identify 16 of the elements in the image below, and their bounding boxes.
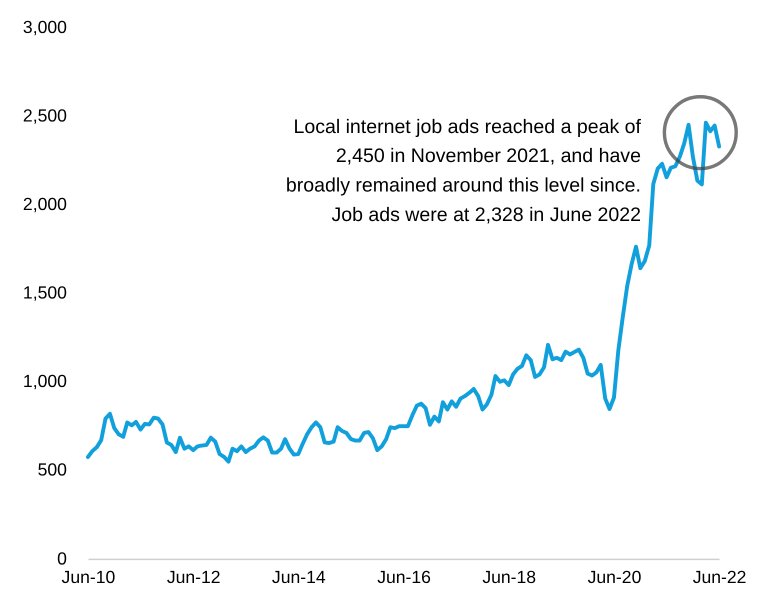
x-tick-label: Jun-16 <box>377 566 431 587</box>
x-tick-label: Jun-10 <box>62 566 116 587</box>
y-tick-label: 500 <box>38 460 68 480</box>
y-tick-label: 1,500 <box>22 282 68 303</box>
y-tick-label: 3,000 <box>22 16 68 37</box>
annotation: Local internet job ads reached a peak of 2,450 in November 2021, and have broadly remained around this level since. Job ads were at 2,328 in June 2022 <box>286 116 642 226</box>
x-tick-label: Jun-12 <box>166 566 221 587</box>
y-tick-label: 0 <box>57 548 68 568</box>
line-series <box>86 120 722 464</box>
x-tick-label: Jun-18 <box>482 566 536 587</box>
x-tick-label: Jun-20 <box>588 566 642 587</box>
y-tick-label: 2,500 <box>22 105 68 126</box>
y-tick-label: 2,000 <box>22 194 68 214</box>
x-tick-label: Jun-14 <box>272 566 326 587</box>
y-tick-label: 1,000 <box>22 371 68 392</box>
x-tick-label: Jun-22 <box>692 566 746 587</box>
